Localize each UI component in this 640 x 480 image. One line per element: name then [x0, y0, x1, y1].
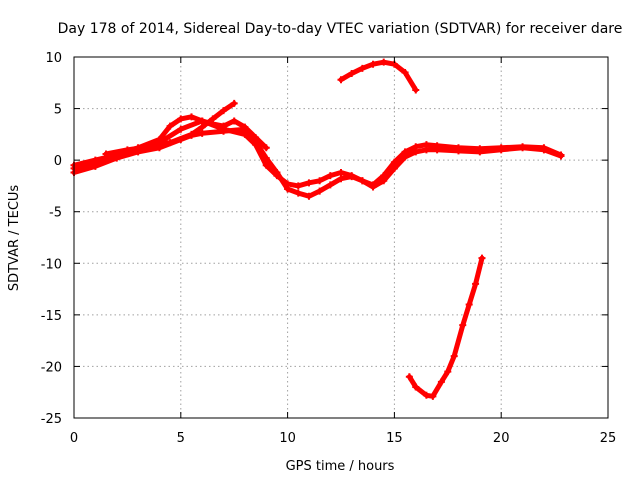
data-point: [519, 144, 527, 152]
data-point: [230, 99, 238, 107]
data-point: [209, 115, 217, 123]
data-point: [422, 391, 430, 399]
data-point: [380, 177, 388, 185]
y-tick-label: 5: [54, 103, 62, 118]
data-point: [284, 185, 292, 193]
data-point: [412, 86, 420, 94]
data-point: [198, 129, 206, 137]
data-point: [337, 76, 345, 84]
data-point: [450, 352, 458, 360]
data-point: [429, 392, 437, 400]
data-point: [497, 146, 505, 154]
data-point: [348, 173, 356, 181]
data-point: [316, 177, 324, 185]
x-tick-label: 20: [493, 431, 510, 446]
data-point: [198, 123, 206, 131]
data-point: [91, 159, 99, 167]
data-point: [337, 169, 345, 177]
data-point: [390, 164, 398, 172]
data-point: [123, 146, 131, 154]
y-tick-label: -20: [41, 360, 62, 375]
data-point: [262, 144, 270, 152]
plot-series: [70, 58, 565, 400]
data-point: [187, 113, 195, 121]
data-point: [177, 115, 185, 123]
data-point: [472, 280, 480, 288]
data-point: [273, 169, 281, 177]
data-point: [230, 117, 238, 125]
data-point: [358, 177, 366, 185]
data-point: [305, 192, 313, 200]
x-tick-label: 0: [70, 431, 78, 446]
data-point: [422, 146, 430, 154]
data-point: [405, 373, 413, 381]
data-point: [369, 60, 377, 68]
series-line-6: [406, 255, 485, 399]
data-point: [454, 147, 462, 155]
data-point: [401, 68, 409, 76]
y-tick-label: -10: [41, 257, 62, 272]
data-point: [316, 187, 324, 195]
data-point: [380, 58, 388, 66]
data-point: [390, 158, 398, 166]
data-point: [145, 143, 153, 151]
data-point: [326, 172, 334, 180]
axis-ticks: 0 5 10 15 20 25 -25 -20 -15 -10 -5 0 5 10: [41, 51, 617, 446]
data-point: [262, 154, 270, 162]
x-axis-label: GPS time / hours: [286, 459, 395, 474]
data-point: [198, 117, 206, 125]
x-tick-label: 10: [279, 431, 296, 446]
chart-title: Day 178 of 2014, Sidereal Day-to-day VTE…: [58, 21, 623, 37]
data-point: [557, 152, 565, 160]
plot-frame: [73, 56, 609, 419]
data-point: [102, 150, 110, 158]
data-point: [177, 125, 185, 133]
data-point: [358, 64, 366, 72]
data-point: [220, 107, 228, 115]
data-point: [437, 378, 445, 386]
data-point: [187, 130, 195, 138]
data-point: [326, 181, 334, 189]
x-tick-label: 25: [600, 431, 617, 446]
data-point: [294, 189, 302, 197]
y-tick-label: -15: [41, 309, 62, 324]
y-tick-label: -25: [41, 412, 62, 427]
y-axis-label: SDTVAR / TECUs: [7, 185, 22, 292]
data-point: [412, 148, 420, 156]
data-point: [478, 254, 486, 262]
data-point: [252, 133, 260, 141]
data-point: [412, 383, 420, 391]
data-point: [337, 175, 345, 183]
data-point: [241, 123, 249, 131]
data-point: [444, 368, 452, 376]
data-point: [433, 146, 441, 154]
data-point: [459, 321, 467, 329]
y-tick-label: -5: [49, 206, 62, 221]
data-point: [305, 179, 313, 187]
grid: [74, 57, 608, 418]
data-point: [220, 122, 228, 130]
data-point: [166, 122, 174, 130]
x-tick-label: 5: [177, 431, 185, 446]
series-line-2: [71, 126, 564, 199]
data-point: [166, 139, 174, 147]
y-tick-label: 10: [45, 51, 62, 66]
y-tick-label: 0: [54, 154, 62, 169]
data-point: [540, 146, 548, 154]
data-point: [401, 153, 409, 161]
data-point: [476, 148, 484, 156]
data-point: [369, 183, 377, 191]
data-point: [294, 182, 302, 190]
data-point: [348, 70, 356, 78]
data-point: [465, 301, 473, 309]
x-tick-label: 15: [386, 431, 403, 446]
